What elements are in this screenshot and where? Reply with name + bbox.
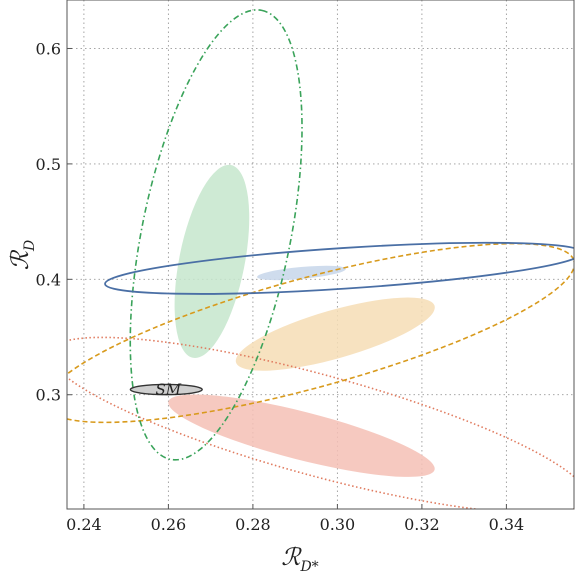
y-axis-title: ℛD <box>6 240 38 270</box>
x-tick-label: 0.28 <box>235 515 271 534</box>
y-tick-label: 0.3 <box>36 386 61 405</box>
region-2-outline <box>129 9 303 461</box>
x-tick-label: 0.32 <box>404 515 440 534</box>
region-3-core <box>257 265 346 281</box>
y-tick-label: 0.4 <box>36 270 61 289</box>
sm-label: SM <box>155 381 181 399</box>
region-1-core <box>235 297 435 371</box>
x-tick-label: 0.24 <box>66 515 102 534</box>
region-2-core <box>174 164 250 359</box>
data-layer <box>67 9 574 509</box>
x-tick-label: 0.26 <box>151 515 187 534</box>
y-tick-label: 0.5 <box>36 155 61 174</box>
region-3-outline <box>104 241 574 295</box>
ticks: 0.24 0.26 0.28 0.30 0.32 0.34 0.3 0.4 0.5 0.6 <box>36 39 525 534</box>
plot-frame <box>66 0 575 510</box>
x-tick-label: 0.34 <box>489 515 525 534</box>
y-tick-label: 0.6 <box>36 39 61 58</box>
sm-marker <box>129 383 203 396</box>
x-tick-label: 0.30 <box>320 515 356 534</box>
region-0-core <box>168 394 435 477</box>
x-axis-title: ℛD* <box>281 543 318 573</box>
